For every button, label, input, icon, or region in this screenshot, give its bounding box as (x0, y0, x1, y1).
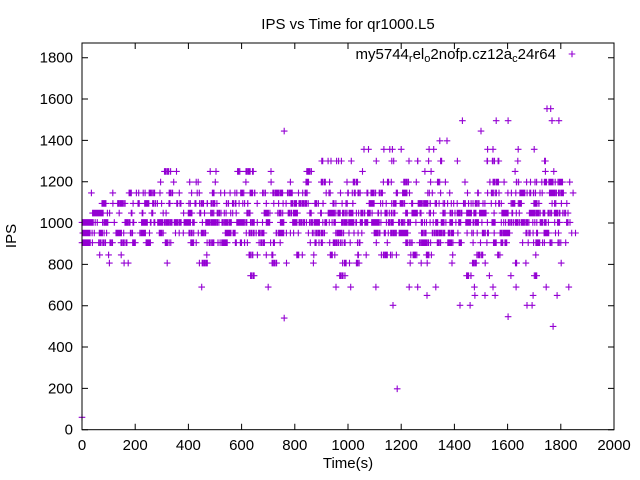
y-tick-label: 600 (48, 298, 73, 315)
x-tick-label: 600 (229, 437, 254, 454)
x-tick-label: 0 (78, 437, 86, 454)
plot-border (81, 42, 615, 431)
y-axis-label: IPS (3, 224, 20, 248)
legend-plus-marker-icon (568, 50, 576, 58)
x-tick-label: 800 (282, 437, 307, 454)
x-axis-label: Time(s) (323, 455, 373, 472)
legend-series-label: my5744relo2nofp.cz12ac24r64 (356, 46, 556, 65)
x-tick-label: 1000 (331, 437, 364, 454)
x-tick-label: 1400 (438, 437, 471, 454)
axis-ticks (81, 43, 615, 431)
legend: my5744relo2nofp.cz12ac24r64 (356, 46, 576, 65)
x-tick-label: 1200 (385, 437, 418, 454)
y-tick-label: 1600 (40, 91, 73, 108)
x-tick-label: 2000 (597, 437, 630, 454)
y-tick-label: 1200 (40, 174, 73, 191)
chart-title: IPS vs Time for qr1000.L5 (261, 16, 434, 33)
y-tick-label: 200 (48, 380, 73, 397)
x-tick-label: 1800 (544, 437, 577, 454)
y-tick-label: 400 (48, 339, 73, 356)
y-tick-label: 1000 (40, 215, 73, 232)
y-tick-label: 1800 (40, 50, 73, 67)
x-tick-label: 400 (176, 437, 201, 454)
data-points (78, 105, 579, 421)
y-tick-label: 1400 (40, 132, 73, 149)
y-axis-tick-labels: 0 200 400 600 800 1000 1200 1400 1600 1800 (40, 50, 73, 439)
x-axis-tick-labels: 0 200 400 600 800 1000 1200 1400 1600 1800 2000 (78, 437, 631, 454)
y-tick-label: 800 (48, 256, 73, 273)
y-tick-label: 0 (65, 422, 73, 439)
x-tick-label: 1600 (491, 437, 524, 454)
x-tick-label: 200 (123, 437, 148, 454)
